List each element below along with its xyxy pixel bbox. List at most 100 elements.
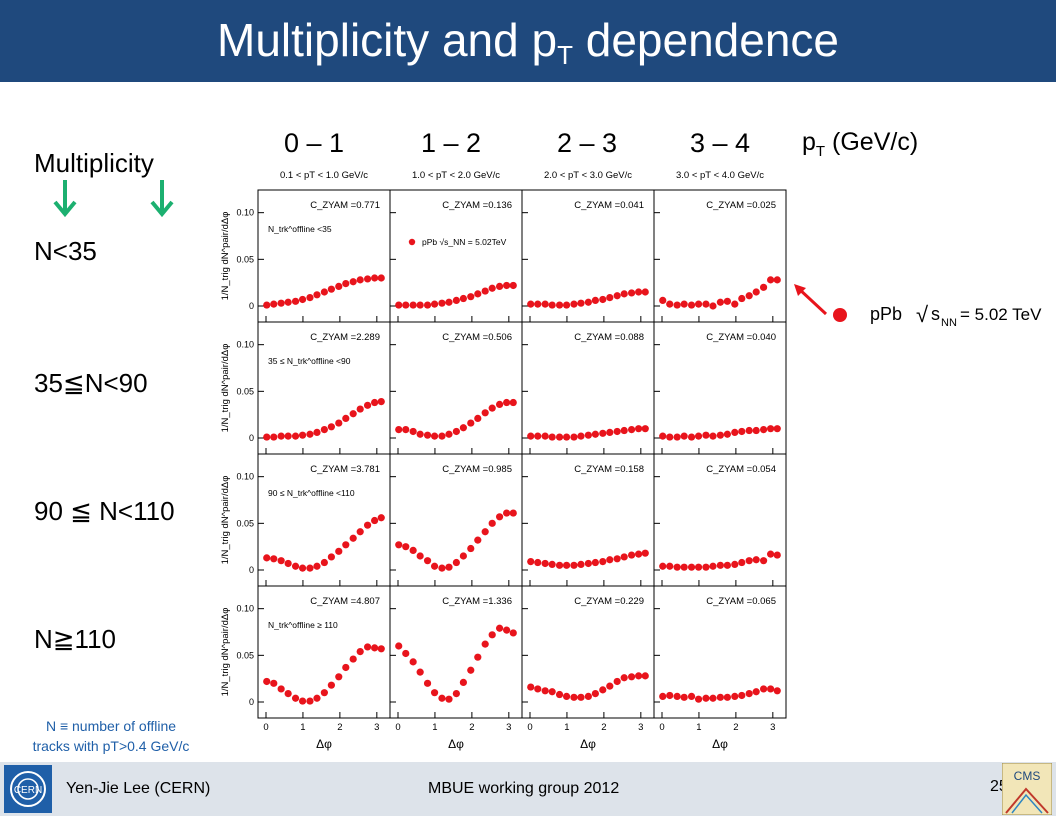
data-point [591, 690, 599, 698]
data-point [509, 509, 517, 517]
data-point [488, 284, 496, 292]
data-point [474, 290, 482, 298]
data-point [481, 287, 489, 295]
data-point [423, 679, 432, 687]
x-tick-label-c3-3: 3 [770, 722, 775, 733]
data-point [503, 509, 511, 517]
data-point [709, 562, 717, 570]
data-point [620, 290, 628, 298]
x-axis-label-c1: Δφ [448, 737, 464, 751]
legend-energy-sub: NN [941, 317, 957, 329]
data-point [291, 432, 300, 440]
x-tick-label-c0-1: 1 [300, 722, 305, 733]
y-tick-label-r1-2: 0.10 [236, 340, 254, 350]
data-point [666, 562, 674, 570]
data-point [474, 536, 482, 544]
data-point [270, 679, 278, 687]
czyam-label-r3c0: C_ZYAM =4.807 [310, 596, 380, 607]
data-point [402, 426, 410, 434]
data-point [467, 293, 475, 301]
footnote-line1: N ≡ number of offline [45, 718, 177, 734]
data-point [659, 296, 667, 304]
data-point [495, 513, 504, 521]
data-point [423, 557, 432, 565]
legend-marker-icon [833, 308, 847, 322]
data-point [349, 655, 357, 663]
data-point [363, 521, 372, 529]
cms-logo: CMS [1002, 763, 1052, 815]
data-point [709, 302, 717, 310]
data-point [423, 431, 432, 439]
row-label-n-ge-110: N≧110 [34, 624, 117, 654]
y-axis-label-r0: 1/N_trig dN^pair/dΔφ [220, 212, 231, 301]
data-point [627, 426, 636, 434]
data-point [562, 433, 571, 441]
data-point [342, 541, 350, 549]
data-point [291, 562, 300, 570]
data-point [659, 432, 667, 440]
y-axis-label-r2: 1/N_trig dN^pair/dΔφ [220, 476, 231, 565]
data-point [577, 560, 585, 568]
data-point [327, 681, 335, 689]
data-point [584, 431, 592, 439]
data-point [409, 427, 417, 436]
data-point [291, 694, 300, 702]
data-point [395, 301, 403, 309]
data-point [620, 553, 628, 561]
czyam-label-r0c1: C_ZYAM =0.136 [442, 200, 512, 211]
data-point [635, 672, 643, 680]
data-point [402, 301, 410, 309]
data-point [767, 685, 775, 693]
data-point [495, 282, 504, 290]
data-point [716, 561, 724, 569]
data-point [335, 282, 343, 290]
data-point [356, 528, 364, 536]
data-point [503, 281, 511, 290]
x-tick-label-c1-3: 3 [506, 722, 511, 733]
row-label-90-110: 90 ≦ N<110 [34, 496, 175, 526]
footnote-line2: tracks with pT>0.4 GeV/c [32, 738, 190, 754]
data-point [452, 558, 460, 567]
data-point [555, 690, 564, 699]
data-point [709, 432, 717, 440]
data-point [773, 687, 781, 695]
pt-bin-header-3: 3 – 4 [690, 128, 751, 158]
data-point [591, 430, 599, 438]
correlation-chart-grid: 0.1 < pT < 1.0 GeV/c 1.0 < pT < 2.0 GeV/c… [220, 170, 787, 751]
data-point [335, 547, 343, 555]
data-point [298, 431, 307, 439]
data-point [270, 300, 278, 308]
data-point [555, 433, 564, 441]
cern-logo: CERN [4, 765, 52, 813]
y-tick-label-r0-2: 0.10 [236, 208, 254, 218]
data-point [548, 560, 556, 568]
data-point [395, 426, 403, 434]
data-point [320, 288, 328, 296]
slide-title: Multiplicity and pT dependence [0, 10, 1056, 85]
data-point [527, 432, 535, 440]
y-tick-label-r0-0: 0 [249, 301, 254, 311]
data-point [298, 697, 307, 705]
data-point [694, 563, 703, 571]
data-point [277, 557, 285, 565]
y-tick-label-r3-2: 0.10 [236, 604, 254, 614]
legend-sqrt-icon: √ [916, 302, 929, 327]
data-point [773, 425, 781, 433]
data-point [570, 300, 578, 308]
data-point [659, 692, 667, 701]
data-point [745, 557, 753, 565]
data-point [356, 405, 364, 413]
title-subscript: T [557, 40, 573, 70]
data-point [416, 552, 424, 560]
data-point [673, 433, 681, 441]
data-point [548, 688, 556, 696]
data-point [555, 301, 564, 309]
data-point [349, 534, 357, 542]
data-point [284, 432, 292, 440]
data-point [306, 697, 314, 705]
data-point [363, 643, 372, 651]
data-point [599, 686, 607, 694]
czyam-label-r0c3: C_ZYAM =0.025 [706, 200, 776, 211]
data-point [577, 432, 585, 440]
data-point [627, 551, 636, 559]
